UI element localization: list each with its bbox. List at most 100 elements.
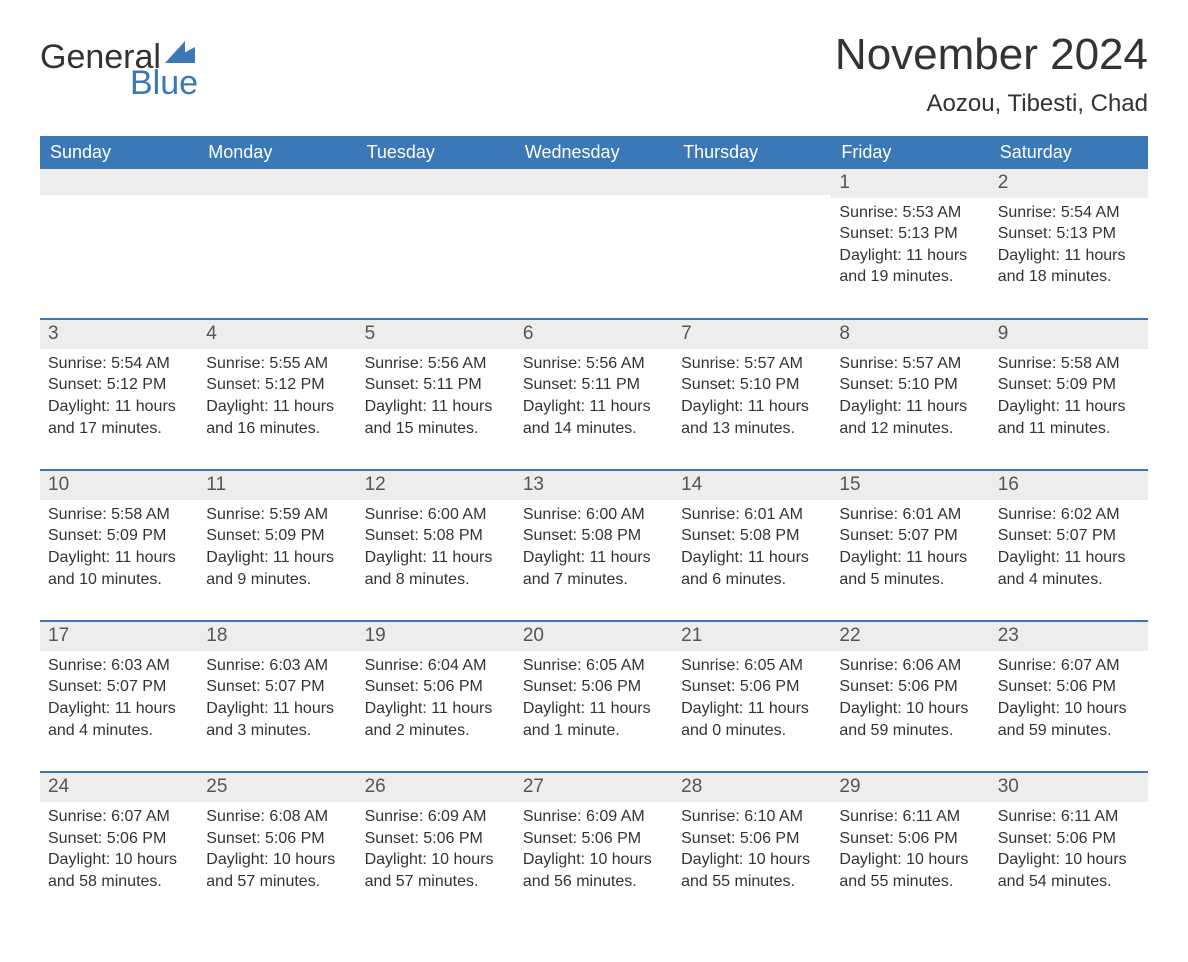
calendar-cell: 28Sunrise: 6:10 AMSunset: 5:06 PMDayligh… [673,772,831,922]
calendar-cell: 22Sunrise: 6:06 AMSunset: 5:06 PMDayligh… [831,621,989,772]
day-details: Sunrise: 6:02 AMSunset: 5:07 PMDaylight:… [990,500,1148,620]
sunset-text: Sunset: 5:06 PM [681,828,823,850]
day-details: Sunrise: 5:58 AMSunset: 5:09 PMDaylight:… [40,500,198,620]
header-row: General Blue November 2024 Aozou, Tibest… [40,30,1148,118]
day-number: 13 [515,471,673,500]
sunrise-text: Sunrise: 5:58 AM [998,353,1140,375]
sunrise-text: Sunrise: 6:11 AM [839,806,981,828]
daylight-text: Daylight: 11 hours and 19 minutes. [839,245,981,288]
calendar-header: Sunday Monday Tuesday Wednesday Thursday… [40,136,1148,169]
daylight-text: Daylight: 11 hours and 8 minutes. [365,547,507,590]
day-details: Sunrise: 6:03 AMSunset: 5:07 PMDaylight:… [198,651,356,771]
title-block: November 2024 Aozou, Tibesti, Chad [835,30,1148,118]
day-number [198,169,356,195]
sunset-text: Sunset: 5:13 PM [839,223,981,245]
day-details: Sunrise: 5:53 AMSunset: 5:13 PMDaylight:… [831,198,989,318]
sunset-text: Sunset: 5:06 PM [523,828,665,850]
day-details [357,195,515,285]
sunset-text: Sunset: 5:06 PM [48,828,190,850]
day-number: 7 [673,320,831,349]
col-header: Tuesday [357,136,515,169]
sunrise-text: Sunrise: 5:56 AM [365,353,507,375]
day-details: Sunrise: 5:54 AMSunset: 5:13 PMDaylight:… [990,198,1148,318]
calendar-cell: 24Sunrise: 6:07 AMSunset: 5:06 PMDayligh… [40,772,198,922]
sunrise-text: Sunrise: 6:00 AM [523,504,665,526]
calendar-cell: 6Sunrise: 5:56 AMSunset: 5:11 PMDaylight… [515,319,673,470]
sunrise-text: Sunrise: 5:57 AM [681,353,823,375]
day-details [515,195,673,285]
sunset-text: Sunset: 5:11 PM [365,374,507,396]
sunset-text: Sunset: 5:07 PM [998,525,1140,547]
calendar-cell: 16Sunrise: 6:02 AMSunset: 5:07 PMDayligh… [990,470,1148,621]
day-number: 4 [198,320,356,349]
col-header: Monday [198,136,356,169]
logo-word-blue: Blue [130,66,198,100]
calendar-week: 3Sunrise: 5:54 AMSunset: 5:12 PMDaylight… [40,319,1148,470]
daylight-text: Daylight: 10 hours and 54 minutes. [998,849,1140,892]
daylight-text: Daylight: 11 hours and 16 minutes. [206,396,348,439]
month-title: November 2024 [835,30,1148,80]
calendar-cell: 26Sunrise: 6:09 AMSunset: 5:06 PMDayligh… [357,772,515,922]
sunset-text: Sunset: 5:07 PM [206,676,348,698]
day-details: Sunrise: 5:58 AMSunset: 5:09 PMDaylight:… [990,349,1148,469]
day-details: Sunrise: 6:01 AMSunset: 5:07 PMDaylight:… [831,500,989,620]
day-details: Sunrise: 6:00 AMSunset: 5:08 PMDaylight:… [357,500,515,620]
day-details [673,195,831,285]
day-details: Sunrise: 5:57 AMSunset: 5:10 PMDaylight:… [831,349,989,469]
sunrise-text: Sunrise: 6:03 AM [48,655,190,677]
sunset-text: Sunset: 5:10 PM [681,374,823,396]
day-number: 5 [357,320,515,349]
sunrise-text: Sunrise: 6:09 AM [365,806,507,828]
calendar-cell: 15Sunrise: 6:01 AMSunset: 5:07 PMDayligh… [831,470,989,621]
calendar-cell: 13Sunrise: 6:00 AMSunset: 5:08 PMDayligh… [515,470,673,621]
sunrise-text: Sunrise: 6:07 AM [48,806,190,828]
daylight-text: Daylight: 11 hours and 7 minutes. [523,547,665,590]
sunrise-text: Sunrise: 6:04 AM [365,655,507,677]
day-number: 20 [515,622,673,651]
sunrise-text: Sunrise: 6:01 AM [681,504,823,526]
daylight-text: Daylight: 11 hours and 5 minutes. [839,547,981,590]
calendar-cell: 25Sunrise: 6:08 AMSunset: 5:06 PMDayligh… [198,772,356,922]
day-details: Sunrise: 6:04 AMSunset: 5:06 PMDaylight:… [357,651,515,771]
daylight-text: Daylight: 10 hours and 55 minutes. [681,849,823,892]
daylight-text: Daylight: 10 hours and 59 minutes. [998,698,1140,741]
daylight-text: Daylight: 11 hours and 12 minutes. [839,396,981,439]
day-details: Sunrise: 6:11 AMSunset: 5:06 PMDaylight:… [831,802,989,922]
page: General Blue November 2024 Aozou, Tibest… [0,0,1188,962]
sunrise-text: Sunrise: 5:53 AM [839,202,981,224]
calendar-body: 1Sunrise: 5:53 AMSunset: 5:13 PMDaylight… [40,169,1148,922]
calendar-cell: 11Sunrise: 5:59 AMSunset: 5:09 PMDayligh… [198,470,356,621]
calendar-cell: 21Sunrise: 6:05 AMSunset: 5:06 PMDayligh… [673,621,831,772]
calendar-week: 24Sunrise: 6:07 AMSunset: 5:06 PMDayligh… [40,772,1148,922]
sunset-text: Sunset: 5:08 PM [365,525,507,547]
daylight-text: Daylight: 10 hours and 59 minutes. [839,698,981,741]
day-number: 12 [357,471,515,500]
sunrise-text: Sunrise: 6:05 AM [523,655,665,677]
calendar-cell [198,169,356,319]
sunrise-text: Sunrise: 6:03 AM [206,655,348,677]
sunrise-text: Sunrise: 5:59 AM [206,504,348,526]
day-details: Sunrise: 5:57 AMSunset: 5:10 PMDaylight:… [673,349,831,469]
day-number: 9 [990,320,1148,349]
day-details: Sunrise: 6:03 AMSunset: 5:07 PMDaylight:… [40,651,198,771]
sunset-text: Sunset: 5:06 PM [839,676,981,698]
day-number: 23 [990,622,1148,651]
day-details: Sunrise: 6:00 AMSunset: 5:08 PMDaylight:… [515,500,673,620]
day-number: 11 [198,471,356,500]
daylight-text: Daylight: 11 hours and 15 minutes. [365,396,507,439]
calendar-cell: 12Sunrise: 6:00 AMSunset: 5:08 PMDayligh… [357,470,515,621]
day-number: 8 [831,320,989,349]
sunset-text: Sunset: 5:08 PM [681,525,823,547]
sunset-text: Sunset: 5:13 PM [998,223,1140,245]
calendar-cell [673,169,831,319]
calendar-cell: 5 Sunrise: 5:56 AMSunset: 5:11 PMDaylight… [357,319,515,470]
sunset-text: Sunset: 5:06 PM [365,828,507,850]
sunrise-text: Sunrise: 6:11 AM [998,806,1140,828]
sunset-text: Sunset: 5:10 PM [839,374,981,396]
day-number: 25 [198,773,356,802]
day-number: 10 [40,471,198,500]
daylight-text: Daylight: 10 hours and 55 minutes. [839,849,981,892]
col-header: Thursday [673,136,831,169]
col-header: Sunday [40,136,198,169]
day-number [673,169,831,195]
